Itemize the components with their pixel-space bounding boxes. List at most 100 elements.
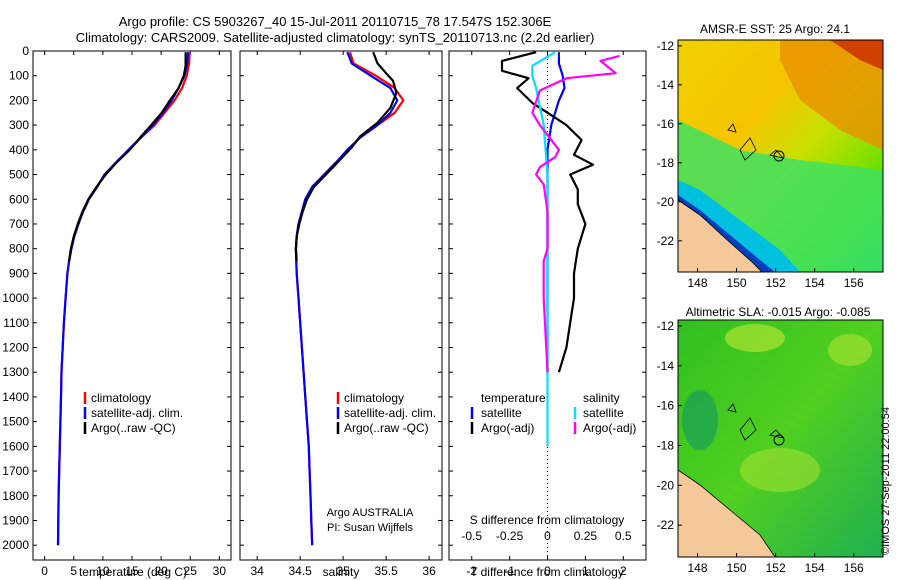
x-tick-label: 2 xyxy=(620,564,627,578)
sst-float-marker xyxy=(773,150,785,162)
temperature-panel-frame xyxy=(32,50,232,561)
legend-climatology-label: climatology xyxy=(91,391,151,405)
sst-map-title: AMSR-E SST: 25 Argo: 24.1 xyxy=(700,22,850,36)
x-tick-label: -2 xyxy=(466,564,477,578)
depth-tick-label: 500 xyxy=(9,168,29,182)
x-tick-label: 5 xyxy=(70,564,77,578)
depth-tick-label: 800 xyxy=(9,242,29,256)
difference-plot: -2 -1 0 1 2 -0.5 -0.25 0 0.25 0.5 xyxy=(461,51,632,578)
depth-tick-label: 1100 xyxy=(3,316,29,330)
depth-tick-label: 1900 xyxy=(2,513,29,527)
map-y-tick-label: -16 xyxy=(657,117,675,131)
s-tick-label: 0.25 xyxy=(574,529,598,543)
map-x-tick-label: 154 xyxy=(805,276,825,290)
legend-argo-label: Argo(..raw -QC) xyxy=(344,421,429,435)
legend-t-argo-label: Argo(-adj) xyxy=(481,421,534,435)
salinity-legend: climatology satellite-adj. clim. Argo(..… xyxy=(327,391,436,534)
figure-title-line-2: Climatology: CARS2009. Satellite-adjuste… xyxy=(75,30,595,45)
legend-satellite-label: satellite-adj. clim. xyxy=(91,406,183,420)
s-difference-label: S difference from climatology xyxy=(470,513,625,527)
depth-tick-label: 600 xyxy=(9,192,29,206)
legend-s-argo-label: Argo(-adj) xyxy=(583,421,636,435)
map-y-tick-label: -14 xyxy=(657,78,675,92)
x-tick-label: 36 xyxy=(422,564,436,578)
depth-tick-label: 0 xyxy=(22,44,29,58)
s-tick-label: 0.5 xyxy=(615,529,632,543)
sst-map xyxy=(678,40,883,272)
sst-map-frame xyxy=(677,39,884,273)
sla-map-title: Altimetric SLA: -0.015 Argo: -0.085 xyxy=(686,305,871,319)
map-y-tick-label: -14 xyxy=(657,359,675,373)
x-tick-label: 20 xyxy=(154,564,168,578)
depth-tick-label: 300 xyxy=(9,118,29,132)
map-y-tick-label: -22 xyxy=(657,234,675,248)
map-y-tick-label: -22 xyxy=(657,518,675,532)
depth-tick-label: 1500 xyxy=(2,415,29,429)
sla-float-marker xyxy=(773,434,785,446)
legend-s-satellite-label: satellite xyxy=(583,406,624,420)
temperature-plot: 0 5 10 15 20 25 30 xyxy=(41,51,226,578)
map-y-tick-label: -18 xyxy=(657,156,675,170)
salinity-axis-label: salinity xyxy=(323,565,360,579)
x-tick-label: 30 xyxy=(213,564,227,578)
land-queensland xyxy=(678,199,763,272)
series-line-s-satellite xyxy=(531,51,556,447)
depth-tick-label: 1700 xyxy=(2,464,29,478)
land-queensland xyxy=(678,469,776,557)
depth-tick-label: 2000 xyxy=(2,538,29,552)
map-x-tick-label: 152 xyxy=(766,561,786,575)
x-tick-label: 0 xyxy=(41,564,48,578)
series-group xyxy=(294,51,405,546)
map-y-tick-label: -16 xyxy=(657,399,675,413)
map-x-tick-label: 148 xyxy=(688,561,708,575)
x-tick-label: 35 xyxy=(336,564,350,578)
x-tick-label: 34 xyxy=(251,564,265,578)
pi-label: PI: Susan Wijffels xyxy=(327,522,413,534)
x-tick-label: -1 xyxy=(504,564,515,578)
depth-tick-label: 1400 xyxy=(2,390,29,404)
x-tick-label: 0 xyxy=(544,564,551,578)
map-y-tick-label: -18 xyxy=(657,438,675,452)
depth-tick-label: 1300 xyxy=(2,365,29,379)
sla-map-ticks: 148 150 152 154 156 -12 -14 -16 -18 -20 -22 xyxy=(657,319,864,575)
salinity-panel-frame xyxy=(239,50,443,561)
figure-title-line-1: Argo profile: CS 5903267_40 15-Jul-2011 … xyxy=(118,14,552,29)
sla-map-frame xyxy=(677,319,884,558)
map-x-tick-label: 148 xyxy=(688,276,708,290)
series-line-argo-raw-qc- xyxy=(294,51,398,262)
sst-hot-region xyxy=(830,40,883,70)
sla-high-anomaly xyxy=(740,448,820,492)
sla-reefs xyxy=(727,403,785,441)
legend-satellite-label: satellite-adj. clim. xyxy=(344,406,436,420)
sst-warm-region xyxy=(780,40,883,150)
argo-program-label: Argo AUSTRALIA xyxy=(327,507,414,519)
depth-tick-label: 1800 xyxy=(2,489,29,503)
x-tick-label: 15 xyxy=(125,564,139,578)
depth-axis-labels: 0 100 200 300 400 500 600 700 800 900 1000 1100 1200… xyxy=(2,44,646,552)
depth-tick-label: 1000 xyxy=(2,291,29,305)
depth-tick-label: 700 xyxy=(9,217,29,231)
map-y-tick-label: -20 xyxy=(657,478,675,492)
depth-tick-label: 900 xyxy=(9,266,29,280)
t-difference-axis-label: T difference from climatology xyxy=(470,565,624,579)
series-line-t-argo-adj- xyxy=(500,51,595,373)
sst-reefs xyxy=(727,123,785,161)
imos-credit: ©IMOS 27-Sep-2011 22:00:54 xyxy=(880,407,892,555)
sla-high-anomaly xyxy=(828,334,872,366)
sla-low-anomaly xyxy=(682,390,718,450)
series-line-argo-raw-qc- xyxy=(68,52,187,262)
depth-tick-label: 400 xyxy=(9,143,29,157)
x-tick-label: 25 xyxy=(184,564,198,578)
depth-tick-label: 1200 xyxy=(2,341,29,355)
x-tick-label: 34.5 xyxy=(288,564,312,578)
series-line-s-argo-adj- xyxy=(531,54,620,373)
legend-argo-label: Argo(..raw -QC) xyxy=(91,421,176,435)
sla-map xyxy=(678,320,883,557)
depth-tick-label: 100 xyxy=(9,69,29,83)
legend-temperature-heading: temperature xyxy=(481,391,546,405)
temperature-axis-label: temperature (deg C) xyxy=(79,565,187,579)
series-group xyxy=(500,51,620,447)
legend-t-satellite-label: satellite xyxy=(481,406,522,420)
sst-map-ticks: 148 150 152 154 156 -12 -14 -16 -18 -20 -22 xyxy=(657,39,864,290)
